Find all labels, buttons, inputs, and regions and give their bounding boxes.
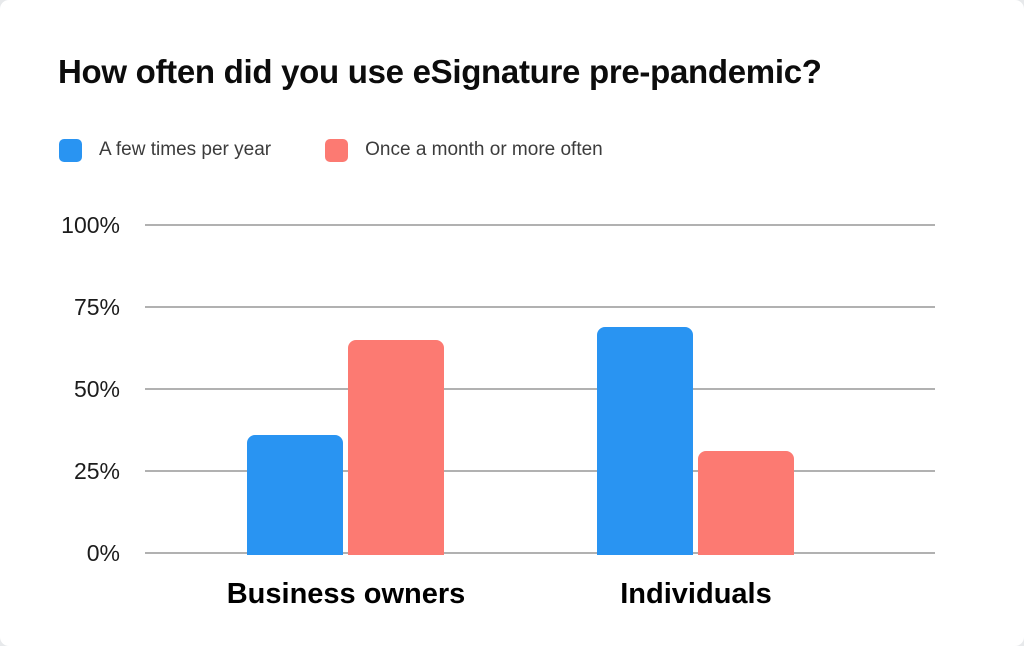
bar-business-owners-once-a-month-or-more-often — [348, 340, 444, 555]
y-axis-tick-label: 50% — [73, 376, 120, 402]
x-axis-category-label: Business owners — [226, 578, 466, 610]
y-axis-tick-label: 75% — [73, 294, 120, 320]
y-axis-tick-label: 25% — [73, 458, 120, 484]
bar-business-owners-a-few-times-per-year — [247, 435, 343, 555]
y-axis-tick-label: 0% — [86, 540, 120, 566]
gridline-50 — [145, 388, 935, 390]
gridline-25 — [145, 470, 935, 472]
legend-label: Once a month or more often — [365, 139, 603, 160]
gridline-100 — [145, 224, 935, 226]
gridline-75 — [145, 306, 935, 308]
x-axis-category-label: Individuals — [620, 578, 772, 610]
legend-label: A few times per year — [99, 139, 272, 160]
y-axis-tick-label: 100% — [61, 212, 120, 238]
legend-swatch-icon — [59, 138, 82, 162]
bar-individuals-a-few-times-per-year — [597, 327, 693, 555]
chart-title: How often did you use eSignature pre-pan… — [58, 53, 822, 90]
bar-individuals-once-a-month-or-more-often — [698, 451, 794, 555]
plot-area — [145, 224, 935, 555]
legend-swatch-icon — [325, 138, 349, 162]
legend-item-once-a-month-or-more-often: Once a month or more often — [325, 138, 603, 162]
gridline-0 — [145, 552, 935, 554]
legend-item-a-few-times-per-year: A few times per year — [59, 138, 272, 162]
legend: A few times per year Once a month or more… — [59, 138, 603, 162]
